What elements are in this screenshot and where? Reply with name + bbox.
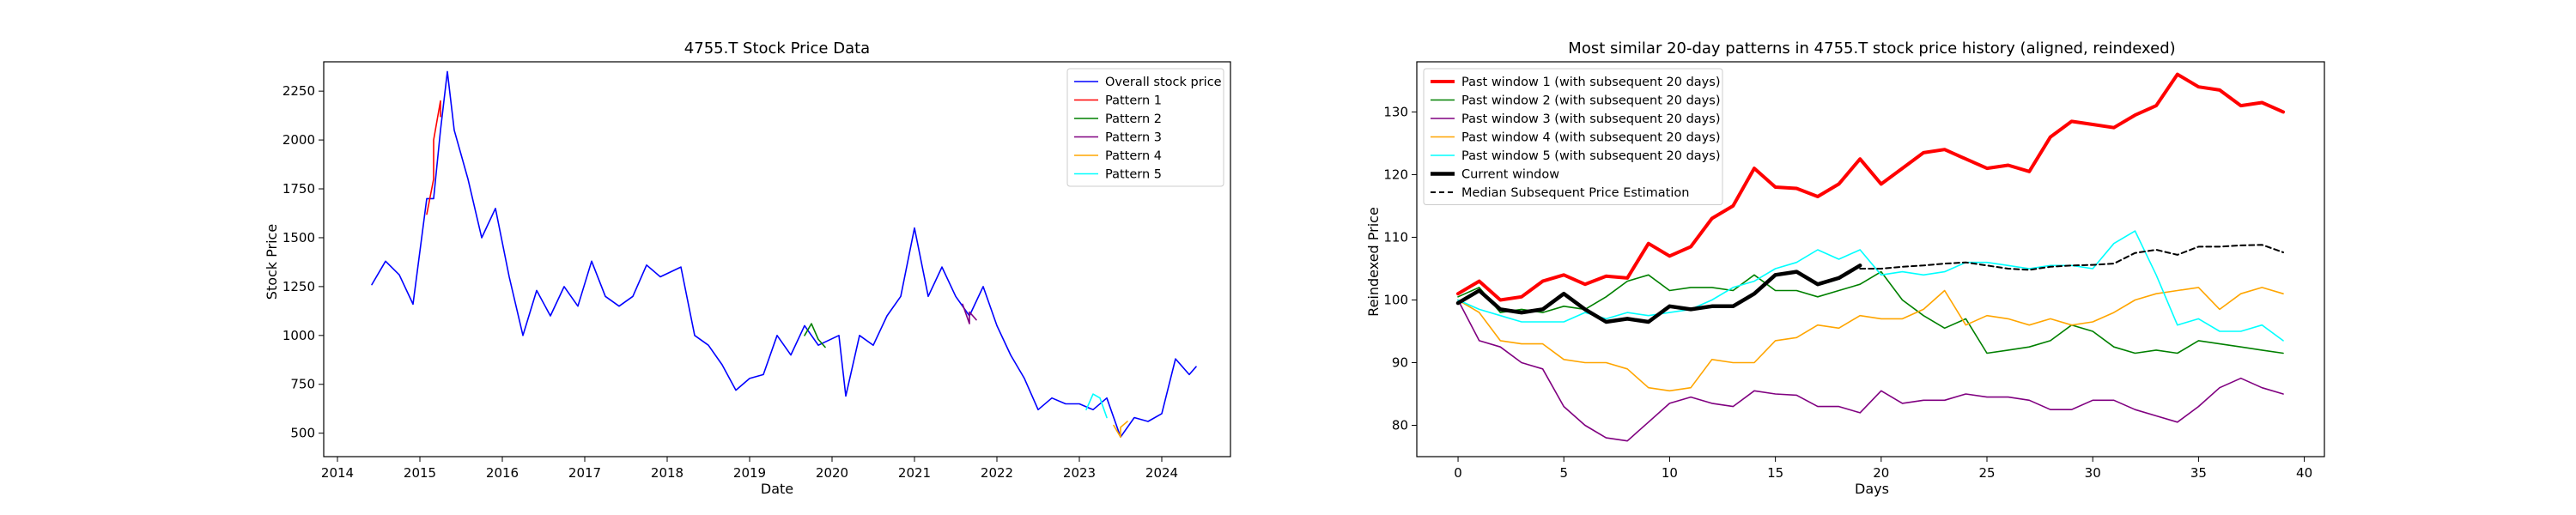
y-tick-label: 120 bbox=[1383, 167, 1408, 182]
y-tick-label: 500 bbox=[290, 426, 315, 441]
legend-label-pattern-1: Pattern 1 bbox=[1105, 94, 1162, 108]
series-line-past-window-4-with-subsequent-20-days bbox=[1457, 287, 2284, 392]
legend-box bbox=[1423, 68, 1723, 205]
x-tick-label: 2015 bbox=[404, 465, 436, 481]
series-line-pattern-1 bbox=[426, 100, 441, 215]
series-line-pattern-2 bbox=[804, 323, 826, 348]
x-tick-label: 15 bbox=[1767, 465, 1783, 481]
y-tick-label: 1000 bbox=[283, 328, 315, 343]
y-tick-label: 1750 bbox=[283, 181, 315, 197]
series-line-overall-stock-price bbox=[371, 70, 1197, 439]
x-tick-label: 2023 bbox=[1063, 465, 1096, 481]
series-line-past-window-3-with-subsequent-20-days bbox=[1457, 299, 2284, 442]
series-line-pattern-4 bbox=[1113, 421, 1128, 439]
series-line-pattern-3 bbox=[962, 303, 977, 324]
x-tick-label: 40 bbox=[2296, 465, 2312, 481]
legend-label-overall-stock-price: Overall stock price bbox=[1105, 76, 1222, 89]
legend: Past window 1 (with subsequent 20 days) P… bbox=[1423, 68, 1723, 205]
series-line-past-window-2-with-subsequent-20-days bbox=[1457, 270, 2284, 354]
x-tick-label: 0 bbox=[1454, 465, 1462, 481]
chart-title: 4755.T Stock Price Data bbox=[684, 39, 870, 58]
series-line-past-window-5-with-subsequent-20-days bbox=[1457, 230, 2284, 342]
x-axis-label: Days bbox=[1855, 481, 1889, 497]
legend-label-median-subsequent-price-estimation: Median Subsequent Price Estimation bbox=[1461, 186, 1689, 200]
x-tick-label: 2016 bbox=[486, 465, 519, 481]
x-axis-label: Date bbox=[761, 481, 793, 497]
x-tick-label: 2022 bbox=[981, 465, 1013, 481]
y-tick-label: 2000 bbox=[283, 132, 315, 148]
x-tick-label: 35 bbox=[2190, 465, 2207, 481]
x-tick-label: 2017 bbox=[568, 465, 601, 481]
y-tick-label: 1250 bbox=[283, 279, 315, 294]
y-axis-label: Stock Price bbox=[264, 224, 280, 300]
legend-label-past-window-4-with-subsequent-20-days: Past window 4 (with subsequent 20 days) bbox=[1461, 131, 1720, 145]
legend-label-pattern-4: Pattern 4 bbox=[1105, 149, 1162, 163]
y-tick-label: 100 bbox=[1383, 292, 1408, 307]
y-tick-label: 2250 bbox=[283, 83, 315, 99]
legend-label-current-window: Current window bbox=[1461, 168, 1559, 182]
y-tick-label: 130 bbox=[1383, 104, 1408, 119]
legend-label-past-window-3-with-subsequent-20-days: Past window 3 (with subsequent 20 days) bbox=[1461, 112, 1720, 126]
legend-label-pattern-5: Pattern 5 bbox=[1105, 168, 1162, 182]
x-tick-label: 5 bbox=[1559, 465, 1568, 481]
series-line-median-subsequent-price-estimation bbox=[1859, 244, 2284, 271]
legend-label-past-window-2-with-subsequent-20-days: Past window 2 (with subsequent 20 days) bbox=[1461, 94, 1720, 108]
y-tick-label: 110 bbox=[1383, 229, 1408, 245]
legend-box bbox=[1066, 68, 1224, 187]
x-tick-label: 2021 bbox=[898, 465, 931, 481]
series-line-pattern-5 bbox=[1085, 393, 1108, 419]
x-tick-label: 2024 bbox=[1145, 465, 1178, 481]
similar-patterns-chart: Most similar 20-day patterns in 4755.T s… bbox=[1365, 39, 2325, 497]
stock-price-chart: 4755.T Stock Price Data Date Stock Price… bbox=[264, 39, 1231, 497]
plot-frame bbox=[1416, 61, 2325, 457]
y-tick-label: 750 bbox=[290, 377, 315, 392]
x-tick-label: 2020 bbox=[816, 465, 848, 481]
chart-title: Most similar 20-day patterns in 4755.T s… bbox=[1568, 39, 2175, 58]
plot-frame bbox=[323, 61, 1231, 457]
legend-label-pattern-3: Pattern 3 bbox=[1105, 131, 1162, 145]
x-tick-label: 2014 bbox=[321, 465, 354, 481]
y-axis-label: Reindexed Price bbox=[1365, 207, 1382, 317]
y-tick-label: 1500 bbox=[283, 230, 315, 245]
legend-label-past-window-1-with-subsequent-20-days: Past window 1 (with subsequent 20 days) bbox=[1461, 76, 1720, 89]
x-tick-label: 30 bbox=[2085, 465, 2101, 481]
x-tick-label: 20 bbox=[1873, 465, 1889, 481]
x-tick-label: 25 bbox=[1978, 465, 1995, 481]
x-tick-label: 2019 bbox=[733, 465, 766, 481]
x-tick-label: 10 bbox=[1662, 465, 1678, 481]
x-tick-label: 2018 bbox=[651, 465, 683, 481]
legend-label-past-window-5-with-subsequent-20-days: Past window 5 (with subsequent 20 days) bbox=[1461, 149, 1720, 163]
series-line-past-window-1-with-subsequent-20-days bbox=[1456, 72, 2285, 302]
legend-label-pattern-2: Pattern 2 bbox=[1105, 112, 1162, 126]
series-line-current-window bbox=[1455, 264, 1862, 324]
y-tick-label: 80 bbox=[1392, 417, 1408, 433]
legend: Overall stock price Pattern 1 Pattern 2 Pat… bbox=[1066, 68, 1224, 187]
y-tick-label: 90 bbox=[1392, 354, 1408, 370]
